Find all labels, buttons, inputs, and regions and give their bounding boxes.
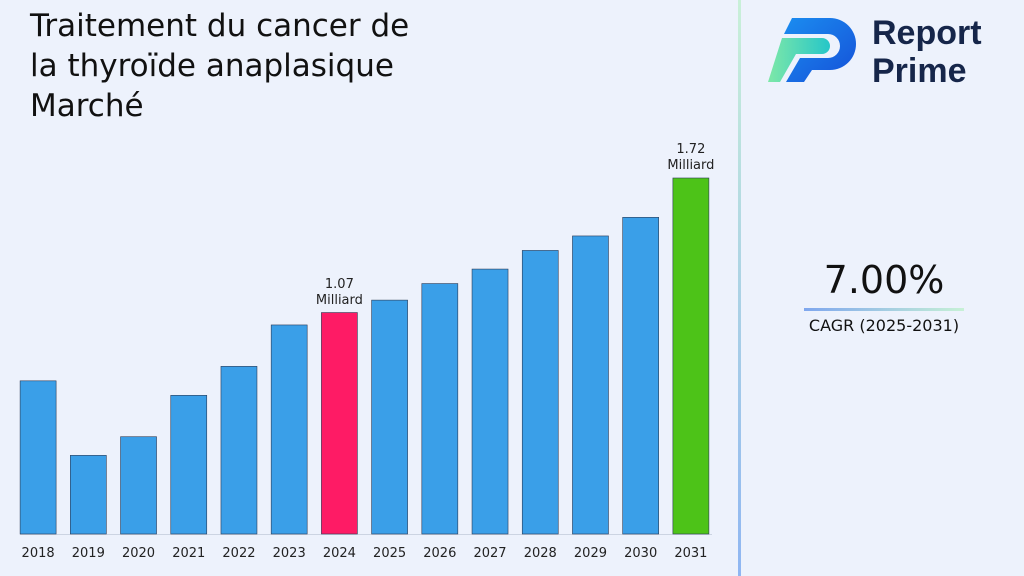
x-tick-label: 2029 xyxy=(574,546,607,561)
bar xyxy=(421,283,459,535)
bar xyxy=(371,299,408,535)
bar xyxy=(220,366,258,535)
bar xyxy=(672,177,710,535)
logo-icon xyxy=(768,18,856,82)
x-tick-label: 2027 xyxy=(473,546,506,561)
bar xyxy=(572,235,609,535)
x-tick-label: 2026 xyxy=(423,546,456,561)
value-label: 1.07 Milliard xyxy=(315,276,363,308)
cagr-label: CAGR (2025-2031) xyxy=(808,316,960,335)
bar xyxy=(19,380,57,535)
bar xyxy=(170,395,208,535)
bar xyxy=(270,324,308,535)
cagr-underline xyxy=(804,308,964,311)
cagr-value: 7.00% xyxy=(823,258,945,302)
brand-line: Report xyxy=(872,14,982,52)
bar xyxy=(70,455,107,535)
x-tick-label: 2030 xyxy=(624,546,657,561)
divider xyxy=(738,0,741,576)
x-tick-label: 2031 xyxy=(674,546,707,561)
bar xyxy=(622,217,659,535)
x-tick-label: 2020 xyxy=(122,546,155,561)
x-tick-label: 2021 xyxy=(172,546,205,561)
x-tick-label: 2019 xyxy=(72,546,105,561)
x-tick-label: 2025 xyxy=(373,546,406,561)
brand-line: Prime xyxy=(872,52,967,90)
bar xyxy=(120,436,157,535)
bar xyxy=(321,312,358,535)
x-tick-label: 2023 xyxy=(273,546,306,561)
x-tick-label: 2018 xyxy=(22,546,55,561)
x-tick-label: 2024 xyxy=(323,546,356,561)
value-label: 1.72 Milliard xyxy=(667,142,715,173)
x-tick-label: 2022 xyxy=(222,546,255,561)
chart-title: Traitement du cancer de la thyroïde anap… xyxy=(30,8,410,124)
x-tick-label: 2028 xyxy=(524,546,557,561)
bar xyxy=(471,268,509,535)
bar xyxy=(521,250,559,535)
